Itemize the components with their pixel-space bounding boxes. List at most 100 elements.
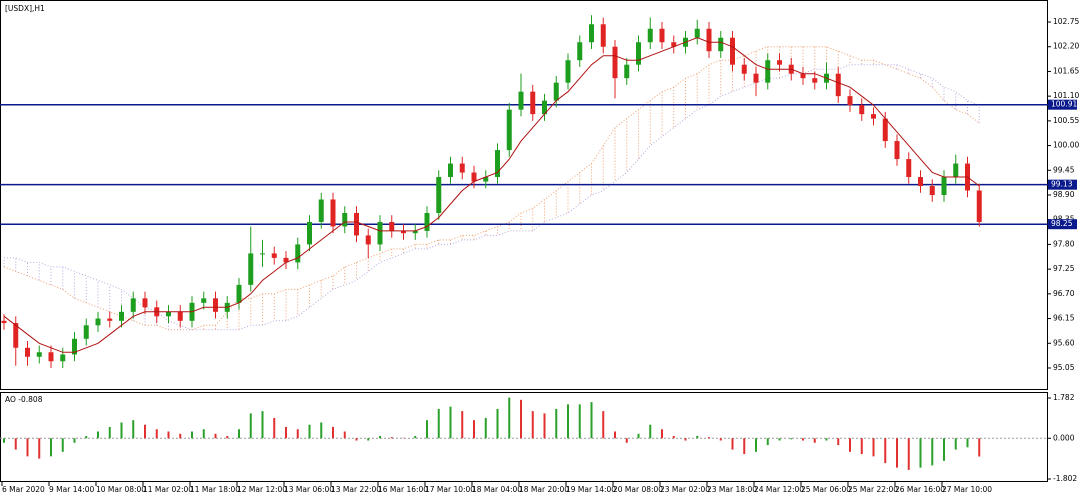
candle-body — [671, 42, 677, 47]
y-tick-label: 99.45 — [1053, 165, 1075, 174]
y-tick-label: 97.25 — [1053, 264, 1075, 273]
candle-body — [530, 91, 536, 115]
candle-body — [295, 244, 301, 263]
y-tick-label: 96.15 — [1053, 314, 1075, 323]
y-tick-label: 100.00 — [1053, 141, 1079, 150]
y-tick-label: 95.05 — [1053, 363, 1075, 372]
candle-body — [800, 73, 806, 79]
candle-body — [624, 64, 630, 79]
level-label: 100.91 — [1051, 100, 1077, 109]
candle-body — [36, 352, 42, 357]
x-tick-label: 9 Mar 14:00 — [49, 485, 95, 494]
level-label: 99.13 — [1051, 180, 1073, 189]
level-label-box — [1048, 179, 1077, 190]
x-tick-label: 27 Mar 10:00 — [942, 485, 992, 494]
x-tick-label: 23 Mar 18:00 — [707, 485, 757, 494]
candle-body — [847, 96, 853, 106]
candle-body — [365, 235, 371, 245]
candle-body — [506, 109, 512, 151]
candle-body — [166, 311, 171, 317]
ao-last-value: -0.808 — [18, 395, 42, 404]
candle-body — [765, 60, 771, 83]
candle-body — [119, 311, 124, 321]
candle-body — [882, 118, 888, 142]
x-tick-label: 6 Mar 2020 — [2, 485, 45, 494]
candle-body — [330, 199, 336, 227]
candle-body — [929, 186, 935, 195]
ao-tick-label: -1.802 — [1053, 474, 1077, 483]
x-tick-label: 11 Mar 02:00 — [143, 485, 193, 494]
candle-body — [25, 347, 30, 357]
candle-body — [730, 37, 735, 65]
candle-body — [483, 177, 489, 182]
level-label-box — [1048, 219, 1077, 230]
candle-body — [271, 253, 277, 258]
candle-body — [600, 24, 606, 47]
x-tick-label: 16 Mar 16:00 — [378, 485, 428, 494]
x-tick-label: 11 Mar 18:00 — [190, 485, 240, 494]
ao-tick-label: 1.782 — [1053, 393, 1075, 402]
candle-body — [471, 172, 477, 182]
y-tick-label: 101.10 — [1053, 91, 1079, 100]
candle-body — [1, 320, 7, 324]
candle-body — [436, 177, 442, 213]
candle-body — [753, 73, 759, 83]
main-panel — [0, 0, 1048, 390]
candle-body — [377, 221, 383, 245]
candle-body — [318, 199, 324, 222]
y-tick-label: 102.20 — [1053, 42, 1079, 51]
y-tick-label: 102.75 — [1053, 17, 1079, 26]
x-tick-label: 18 Mar 04:00 — [472, 485, 522, 494]
candle-body — [518, 91, 524, 110]
y-tick-label: 101.65 — [1053, 66, 1079, 75]
candle-body — [553, 82, 559, 101]
cloud-span-b — [4, 64, 980, 331]
candle-body — [412, 230, 418, 234]
candle-body — [918, 177, 923, 187]
x-tick-label: 20 Mar 08:00 — [613, 485, 663, 494]
candle-body — [812, 78, 818, 83]
x-tick-label: 19 Mar 14:00 — [566, 485, 616, 494]
candle-body — [95, 318, 101, 326]
y-tick-label: 100.55 — [1053, 116, 1079, 125]
candle-body — [659, 28, 665, 43]
candle-body — [13, 323, 19, 348]
candle-body — [48, 352, 54, 362]
x-tick-label: 24 Mar 12:00 — [754, 485, 804, 494]
x-tick-label: 13 Mar 06:00 — [284, 485, 334, 494]
candle-body — [130, 298, 136, 312]
candle-body — [283, 257, 289, 263]
ao-tick-label: 0.000 — [1053, 433, 1075, 442]
candle-body — [72, 338, 77, 355]
candle-body — [577, 42, 583, 61]
candle-body — [177, 311, 183, 321]
candle-body — [236, 284, 242, 303]
moving-average — [3, 37, 980, 353]
candle-body — [448, 163, 453, 178]
candle-body — [142, 298, 148, 308]
candle-body — [83, 325, 89, 339]
chart-title: [USDX],H1 — [5, 4, 45, 13]
x-tick-label: 13 Mar 22:00 — [331, 485, 381, 494]
ao-title: AO -0.808 — [5, 395, 43, 404]
candle-body — [354, 212, 359, 236]
x-tick-label: 10 Mar 08:00 — [96, 485, 146, 494]
y-tick-label: 97.80 — [1053, 239, 1075, 248]
candle-body — [718, 37, 724, 52]
level-label: 98.25 — [1051, 219, 1073, 228]
candle-body — [976, 190, 982, 222]
candle-body — [342, 212, 348, 227]
x-tick-label: 17 Mar 10:00 — [425, 485, 475, 494]
y-tick-label: 95.60 — [1053, 338, 1075, 347]
candle-body — [612, 46, 618, 79]
candle-body — [307, 221, 312, 245]
ao-panel — [0, 392, 1048, 482]
y-tick-label: 98.90 — [1053, 190, 1075, 199]
candle-body — [424, 212, 430, 231]
candle-body — [260, 253, 265, 255]
candle-body — [60, 354, 66, 362]
candle-body — [389, 221, 395, 231]
x-tick-label: 26 Mar 16:00 — [895, 485, 945, 494]
candle-body — [835, 73, 841, 97]
